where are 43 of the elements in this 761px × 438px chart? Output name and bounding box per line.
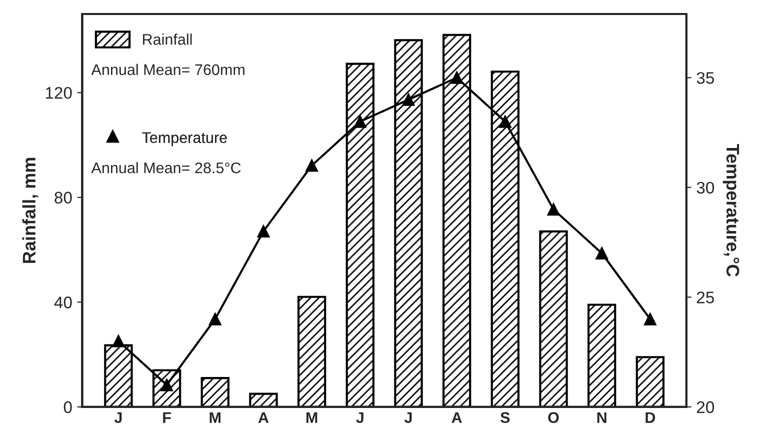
y2-tick-label: 35 — [696, 72, 714, 84]
annotation: Annual Mean= 760mm — [91, 64, 244, 76]
legend-label: Rainfall — [143, 34, 192, 45]
bar — [587, 304, 616, 407]
y2-axis-title: Temperature,°C — [722, 144, 740, 277]
annotation: Annual Mean= 28.5°C — [91, 162, 241, 174]
point — [596, 247, 608, 260]
x-tick-label: D — [646, 412, 656, 423]
point — [450, 71, 464, 84]
y-axis-title: Rainfall, mm — [22, 158, 38, 263]
point — [402, 93, 415, 106]
x-tick-label: A — [452, 412, 462, 423]
y-tick-label: 120 — [46, 86, 72, 99]
point — [547, 203, 560, 216]
y-tick-label: 0 — [64, 401, 72, 414]
y-tick-label: 40 — [54, 296, 72, 308]
x-tick-label: O — [548, 412, 559, 423]
y-tick-label: 80 — [54, 192, 72, 204]
point — [354, 115, 366, 128]
point — [306, 159, 318, 172]
x-tick-label: F — [163, 412, 171, 423]
legend-label: Temperature — [142, 132, 227, 146]
x-tick-label: S — [500, 412, 510, 423]
x-tick-label: J — [404, 412, 412, 423]
x-tick-label: J — [114, 412, 122, 423]
bar — [636, 356, 665, 407]
bar — [200, 377, 230, 407]
x-tick-label: N — [597, 412, 606, 423]
point — [257, 225, 270, 238]
bar — [249, 392, 278, 407]
point — [498, 115, 512, 128]
point — [644, 312, 656, 326]
point — [112, 334, 125, 348]
x-tick-label: M — [210, 412, 220, 423]
y2-tick-label: 25 — [696, 292, 714, 304]
y2-tick-label: 30 — [696, 182, 714, 194]
x-tick-label: A — [258, 412, 269, 423]
point — [208, 312, 222, 326]
x-tick-label: J — [356, 412, 364, 423]
bar — [539, 230, 568, 407]
x-tick-label: M — [306, 412, 318, 423]
y2-tick-label: 20 — [696, 401, 714, 414]
bar — [297, 296, 326, 407]
